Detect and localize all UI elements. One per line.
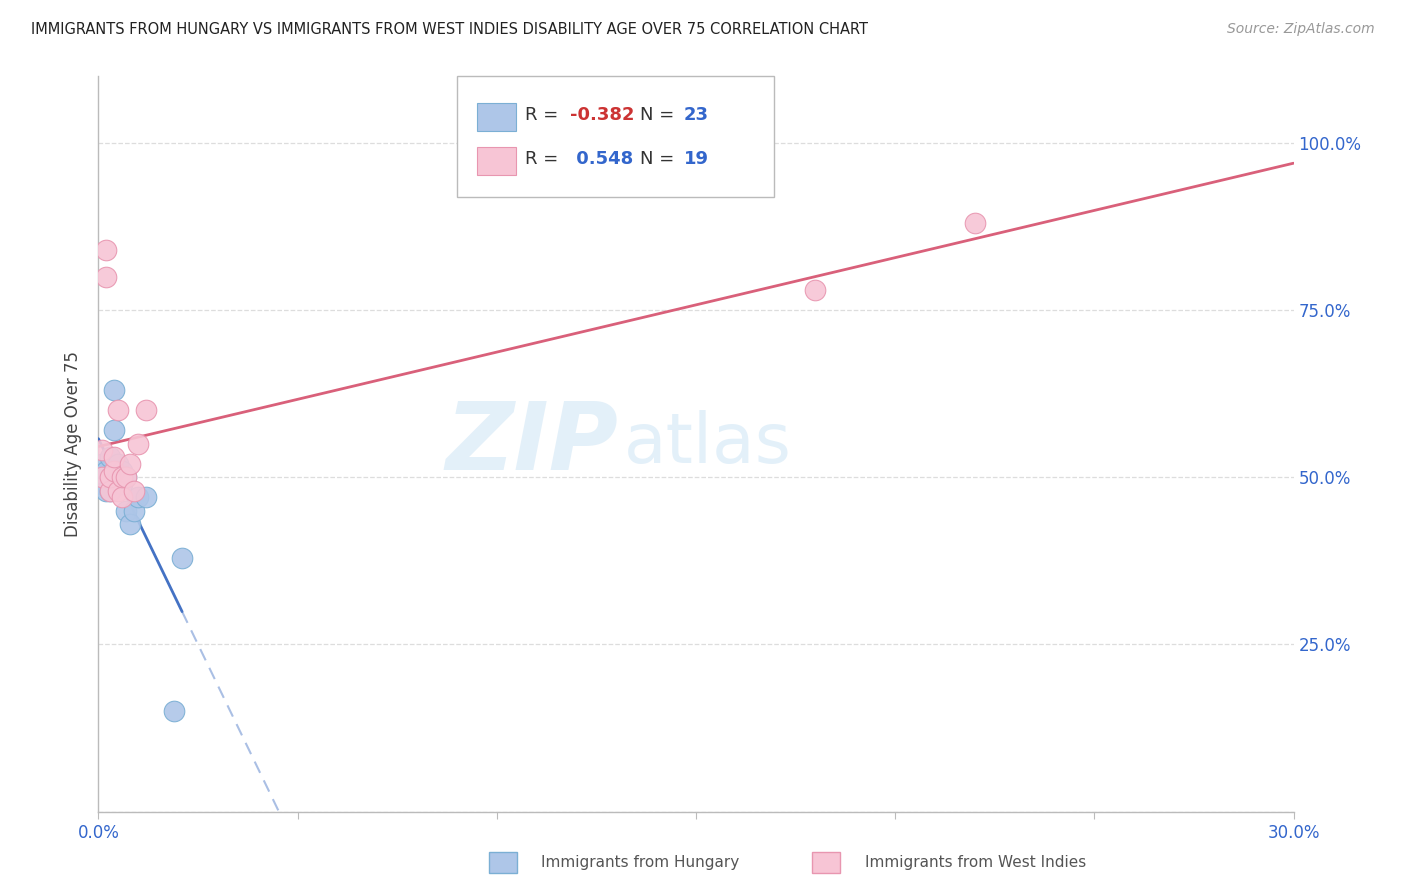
- Text: N =: N =: [640, 106, 679, 124]
- Point: [96, 464, 118, 478]
- Point: [115, 470, 138, 484]
- Point: [103, 384, 125, 398]
- Point: [135, 490, 157, 504]
- Point: [804, 283, 827, 297]
- FancyBboxPatch shape: [477, 103, 516, 131]
- Text: 0.548: 0.548: [571, 150, 634, 168]
- FancyBboxPatch shape: [457, 76, 773, 197]
- Point: [98, 483, 122, 498]
- Text: -0.382: -0.382: [571, 106, 636, 124]
- Point: [111, 470, 134, 484]
- Point: [98, 483, 122, 498]
- Point: [127, 436, 149, 450]
- Point: [107, 457, 129, 471]
- Point: [103, 424, 125, 438]
- Text: 19: 19: [685, 150, 709, 168]
- Point: [120, 457, 142, 471]
- Text: R =: R =: [524, 150, 564, 168]
- Point: [963, 216, 986, 230]
- Point: [98, 450, 122, 464]
- Point: [115, 503, 138, 517]
- Point: [124, 483, 146, 498]
- Point: [98, 470, 122, 484]
- Point: [111, 476, 134, 491]
- Point: [96, 269, 118, 284]
- Text: IMMIGRANTS FROM HUNGARY VS IMMIGRANTS FROM WEST INDIES DISABILITY AGE OVER 75 CO: IMMIGRANTS FROM HUNGARY VS IMMIGRANTS FR…: [31, 22, 868, 37]
- Point: [107, 464, 129, 478]
- Point: [91, 457, 114, 471]
- Bar: [813, 852, 841, 873]
- Point: [115, 470, 138, 484]
- Text: N =: N =: [640, 150, 679, 168]
- Point: [91, 470, 114, 484]
- Point: [120, 516, 142, 531]
- Point: [127, 490, 149, 504]
- Text: R =: R =: [524, 106, 564, 124]
- Point: [135, 403, 157, 417]
- Text: 23: 23: [685, 106, 709, 124]
- Point: [172, 550, 194, 565]
- Point: [111, 464, 134, 478]
- Text: Immigrants from West Indies: Immigrants from West Indies: [865, 855, 1085, 870]
- Point: [107, 483, 129, 498]
- Point: [107, 470, 129, 484]
- Point: [111, 490, 134, 504]
- Point: [103, 464, 125, 478]
- Point: [96, 243, 118, 257]
- Point: [91, 443, 114, 458]
- Point: [91, 476, 114, 491]
- Point: [124, 503, 146, 517]
- Point: [98, 470, 122, 484]
- FancyBboxPatch shape: [477, 147, 516, 175]
- Y-axis label: Disability Age Over 75: Disability Age Over 75: [65, 351, 83, 537]
- Point: [107, 403, 129, 417]
- Point: [163, 705, 186, 719]
- Point: [96, 483, 118, 498]
- Text: Immigrants from Hungary: Immigrants from Hungary: [541, 855, 740, 870]
- Point: [96, 470, 118, 484]
- Bar: [489, 852, 517, 873]
- Point: [103, 450, 125, 464]
- Text: Source: ZipAtlas.com: Source: ZipAtlas.com: [1227, 22, 1375, 37]
- Text: atlas: atlas: [624, 410, 792, 477]
- Text: ZIP: ZIP: [446, 398, 619, 490]
